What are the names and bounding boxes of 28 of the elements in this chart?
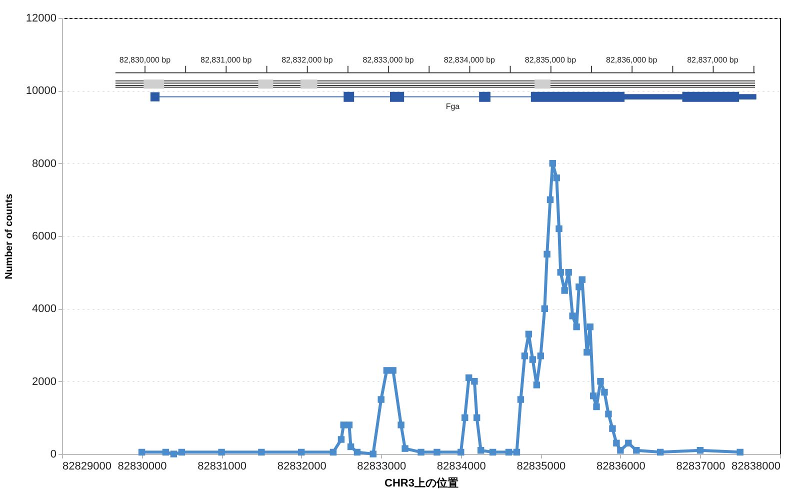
y-tick-label: 12000 [26,12,56,24]
y-tick-label: 4000 [32,303,56,316]
annotation: 82,836,000 bp [606,56,658,65]
x-tick-label: 82835000 [516,460,566,472]
x-tick-label: 82834000 [436,460,486,472]
x-tick-label: 82830000 [118,460,167,472]
annotation: 82,831,000 bp [200,56,252,65]
x-tick-label: 82832000 [277,460,326,472]
annotation: 82,832,000 bp [282,56,334,65]
x-tick-label: 82836000 [596,460,646,472]
y-tick-label: 8000 [32,158,56,170]
x-axis-title: CHR3上の位置 [384,476,458,489]
y-tick-label: 2000 [32,376,56,388]
annotation: 82,835,000 bp [524,56,577,65]
y-tick-label: 10000 [26,85,56,98]
annotation: 82,833,000 bp [362,56,414,65]
x-tick-label: 82837000 [676,460,726,472]
x-tick-label: 82831000 [198,460,247,472]
annotation: 82,830,000 bp [119,56,172,65]
annotation: Fga [446,102,460,112]
annotation: 82,837,000 bp [687,56,739,65]
y-tick-label: 6000 [32,230,56,242]
y-tick-label: 0 [50,448,56,460]
x-tick-label: 82829000 [62,460,112,472]
annotation: 82,834,000 bp [444,56,496,65]
x-tick-label: 82833000 [357,460,406,472]
x-tick-label: 82838000 [732,460,780,472]
y-axis-title: Number of counts [4,193,15,280]
